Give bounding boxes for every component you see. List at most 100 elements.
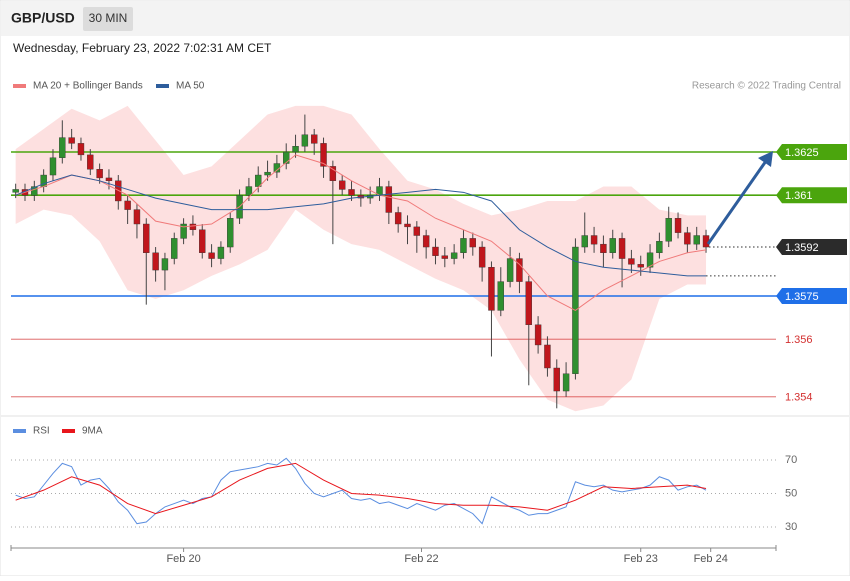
candle-body bbox=[143, 223, 150, 253]
candle-body bbox=[152, 252, 159, 271]
candle-body bbox=[227, 218, 234, 248]
candle-body bbox=[525, 281, 532, 326]
x-tick-label: Feb 23 bbox=[624, 553, 658, 565]
candle-body bbox=[618, 238, 626, 259]
candle-body bbox=[497, 281, 504, 311]
candle-body bbox=[553, 367, 560, 392]
candle-body bbox=[189, 223, 197, 230]
candle-body bbox=[133, 209, 141, 225]
candle-body bbox=[478, 246, 486, 268]
moving-average bbox=[15, 174, 707, 277]
candle-body bbox=[637, 264, 644, 268]
candle-body bbox=[87, 154, 94, 170]
candle-body bbox=[422, 235, 430, 248]
level-label-box bbox=[776, 288, 847, 304]
candle-body bbox=[413, 226, 421, 236]
candle-body bbox=[96, 169, 103, 179]
level-label: 1.356 bbox=[785, 334, 813, 346]
level-label-box bbox=[776, 144, 847, 160]
y-tick-label: 70 bbox=[785, 454, 797, 466]
legend-label: MA 20 + Bollinger Bands bbox=[33, 81, 143, 92]
legend-label: MA 50 bbox=[176, 81, 205, 92]
price-panel: MA 20 + Bollinger Bands MA 50 1.3625 1.361 1… bbox=[11, 81, 847, 412]
symbol: GBP/USD bbox=[11, 10, 75, 26]
candle-body bbox=[124, 200, 131, 210]
candle-body bbox=[488, 267, 495, 311]
candle-body bbox=[264, 171, 271, 176]
candle-body bbox=[684, 232, 691, 245]
candle-body bbox=[171, 238, 178, 259]
y-tick-label: 50 bbox=[785, 487, 797, 499]
candle-body bbox=[161, 258, 169, 271]
legend-label: 9MA bbox=[82, 426, 103, 437]
rsi-panel: RSI 9MA 30 50 70 Feb 20 Feb 22 Feb 23 Feb 24 bbox=[10, 426, 797, 565]
level-label-box bbox=[776, 239, 847, 256]
candle-body bbox=[199, 229, 206, 253]
candle-body bbox=[59, 137, 66, 158]
x-tick-label: Feb 24 bbox=[694, 553, 728, 565]
timestamp: Wednesday, February 23, 2022 7:02:31 AM … bbox=[13, 41, 272, 55]
level-label: 1.361 bbox=[785, 190, 813, 202]
timeframe-badge[interactable] bbox=[83, 7, 133, 31]
level-label-box bbox=[776, 187, 847, 204]
candle-body bbox=[562, 373, 570, 392]
candle-body bbox=[450, 252, 458, 259]
candle-body bbox=[217, 246, 225, 259]
level-label: 1.354 bbox=[785, 392, 813, 404]
timeframe[interactable]: 30 MIN bbox=[89, 11, 128, 25]
x-tick-label: Feb 22 bbox=[404, 553, 438, 565]
candle-body bbox=[544, 344, 551, 369]
y-tick-label: 30 bbox=[785, 521, 797, 533]
moving-average bbox=[15, 154, 707, 311]
candle-body bbox=[301, 134, 309, 147]
level-label: 1.3625 bbox=[785, 147, 819, 159]
candle-body bbox=[506, 258, 514, 282]
candle-body bbox=[49, 157, 57, 176]
candle-body bbox=[311, 134, 318, 144]
candle-body bbox=[469, 238, 476, 248]
level-label: 1.3575 bbox=[785, 291, 819, 303]
candle-body bbox=[105, 177, 113, 181]
candle-body bbox=[665, 218, 672, 242]
candle-body bbox=[460, 238, 467, 253]
indicator-line bbox=[15, 457, 707, 525]
forecast-arrowhead bbox=[758, 151, 773, 167]
candle-body bbox=[77, 143, 85, 156]
legend-swatch bbox=[13, 429, 26, 433]
candle-body bbox=[656, 241, 663, 253]
level-label: 1.3592 bbox=[785, 242, 819, 254]
candle-body bbox=[609, 238, 616, 253]
candle-body bbox=[208, 252, 215, 259]
candle-body bbox=[329, 166, 337, 181]
candle-body bbox=[693, 235, 700, 245]
candle-body bbox=[348, 189, 355, 196]
candle-body bbox=[394, 212, 402, 225]
candle-body bbox=[432, 246, 439, 256]
legend-swatch bbox=[156, 84, 169, 88]
candle-body bbox=[441, 255, 449, 259]
candle-body bbox=[338, 180, 346, 190]
source: Research © 2022 Trading Central bbox=[692, 81, 841, 92]
legend-swatch bbox=[62, 429, 75, 433]
candle-body bbox=[283, 151, 290, 164]
candle-body bbox=[180, 223, 187, 239]
candle-body bbox=[628, 258, 635, 265]
candle-body bbox=[674, 218, 682, 233]
candle-body bbox=[600, 243, 607, 254]
candle-body bbox=[68, 137, 75, 144]
candle-body bbox=[245, 186, 253, 196]
forecast-arrow bbox=[706, 160, 768, 245]
candle-body bbox=[385, 186, 393, 213]
candle-body bbox=[255, 174, 262, 187]
candle-body bbox=[534, 324, 542, 346]
candle-body bbox=[590, 235, 598, 245]
x-tick-label: Feb 20 bbox=[166, 553, 200, 565]
legend-label: RSI bbox=[33, 426, 50, 437]
candle-body bbox=[12, 189, 19, 193]
candle-body bbox=[292, 146, 299, 153]
candle-body bbox=[404, 223, 411, 228]
bollinger-band bbox=[15, 105, 707, 412]
indicator-line bbox=[15, 462, 707, 515]
